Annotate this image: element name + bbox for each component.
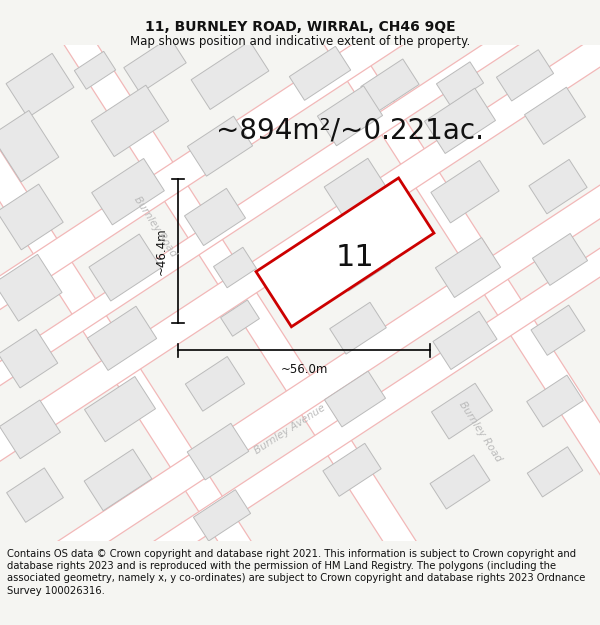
Polygon shape <box>193 490 251 541</box>
Polygon shape <box>124 38 186 93</box>
Polygon shape <box>187 116 253 176</box>
Polygon shape <box>256 178 434 327</box>
Text: ~46.4m: ~46.4m <box>155 227 168 274</box>
Polygon shape <box>0 139 600 625</box>
Polygon shape <box>191 41 269 109</box>
Polygon shape <box>89 234 161 301</box>
Polygon shape <box>84 449 152 511</box>
Polygon shape <box>0 329 58 388</box>
Polygon shape <box>527 447 583 497</box>
Polygon shape <box>74 51 116 89</box>
Text: Map shows position and indicative extent of the property.: Map shows position and indicative extent… <box>130 35 470 48</box>
Polygon shape <box>88 306 157 371</box>
Polygon shape <box>430 455 490 509</box>
Text: ~894m²/~0.221ac.: ~894m²/~0.221ac. <box>216 117 484 145</box>
Polygon shape <box>298 0 600 598</box>
Polygon shape <box>221 300 259 336</box>
Polygon shape <box>7 468 64 522</box>
Polygon shape <box>527 375 583 427</box>
Text: ~56.0m: ~56.0m <box>280 362 328 376</box>
Polygon shape <box>0 202 600 625</box>
Polygon shape <box>330 302 386 354</box>
Polygon shape <box>289 46 350 101</box>
Polygon shape <box>317 86 383 146</box>
Polygon shape <box>0 400 61 459</box>
Polygon shape <box>91 85 169 157</box>
Polygon shape <box>38 0 442 598</box>
Polygon shape <box>324 158 386 215</box>
Polygon shape <box>431 383 493 439</box>
Polygon shape <box>0 0 600 507</box>
Polygon shape <box>6 53 74 118</box>
Polygon shape <box>185 188 245 246</box>
Polygon shape <box>524 87 586 144</box>
Polygon shape <box>92 159 164 225</box>
Polygon shape <box>185 356 245 411</box>
Polygon shape <box>529 159 587 214</box>
Polygon shape <box>431 161 499 223</box>
Polygon shape <box>0 111 59 182</box>
Text: 11: 11 <box>335 243 374 272</box>
Polygon shape <box>531 305 585 356</box>
Polygon shape <box>0 0 277 598</box>
Polygon shape <box>329 234 391 291</box>
Polygon shape <box>436 62 484 105</box>
Polygon shape <box>0 184 63 250</box>
Polygon shape <box>323 443 381 496</box>
Polygon shape <box>433 311 497 369</box>
Polygon shape <box>0 254 62 321</box>
Polygon shape <box>0 0 600 433</box>
Text: Burnley Road: Burnley Road <box>132 195 178 259</box>
Polygon shape <box>496 50 554 101</box>
Text: 11, BURNLEY ROAD, WIRRAL, CH46 9QE: 11, BURNLEY ROAD, WIRRAL, CH46 9QE <box>145 20 455 34</box>
Polygon shape <box>424 88 496 154</box>
Polygon shape <box>325 371 386 427</box>
Polygon shape <box>214 248 256 288</box>
Polygon shape <box>436 238 500 298</box>
Text: Burnley Road: Burnley Road <box>457 399 503 463</box>
Polygon shape <box>187 423 249 480</box>
Polygon shape <box>361 59 419 112</box>
Polygon shape <box>85 376 155 442</box>
Polygon shape <box>532 234 587 286</box>
Text: Burnley Avenue: Burnley Avenue <box>253 402 328 456</box>
Text: Contains OS data © Crown copyright and database right 2021. This information is : Contains OS data © Crown copyright and d… <box>7 549 586 596</box>
Polygon shape <box>0 0 600 356</box>
